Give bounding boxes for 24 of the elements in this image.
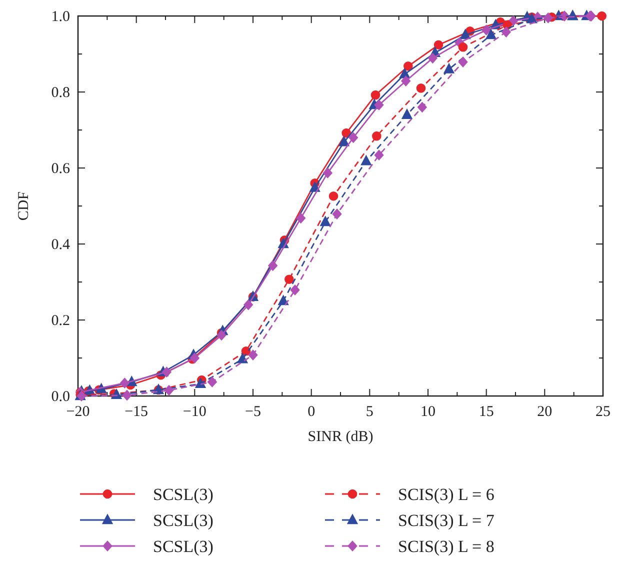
y-tick-label: 0.0	[51, 389, 70, 405]
legend-label: SCIS(3) L = 7	[398, 511, 495, 530]
x-axis-title: SINR (dB)	[308, 429, 374, 445]
y-tick-label: 0.6	[51, 161, 70, 177]
x-tick-label: 10	[420, 404, 436, 420]
x-tick-label: 25	[596, 404, 610, 420]
x-tick-label: 5	[366, 404, 374, 420]
legend-label: SCSL(3)	[153, 537, 214, 556]
legend-label: SCSL(3)	[153, 511, 214, 530]
x-tick-label: −20	[66, 404, 90, 420]
x-tick-label: −10	[182, 404, 206, 420]
y-tick-label: 0.2	[51, 313, 70, 329]
legend-label: SCSL(3)	[153, 485, 214, 504]
legend-label: SCIS(3) L = 8	[398, 537, 494, 556]
y-tick-label: 0.8	[51, 85, 70, 101]
x-tick-label: −5	[245, 404, 261, 420]
y-tick-label: 0.4	[51, 237, 70, 253]
y-tick-label: 1.0	[51, 9, 70, 25]
x-tick-label: −15	[124, 404, 148, 420]
x-tick-label: 0	[308, 404, 316, 420]
y-axis-title: CDF	[16, 191, 32, 221]
x-tick-label: 15	[478, 404, 494, 420]
legend-label: SCIS(3) L = 6	[398, 485, 494, 504]
x-tick-label: 20	[537, 404, 552, 420]
